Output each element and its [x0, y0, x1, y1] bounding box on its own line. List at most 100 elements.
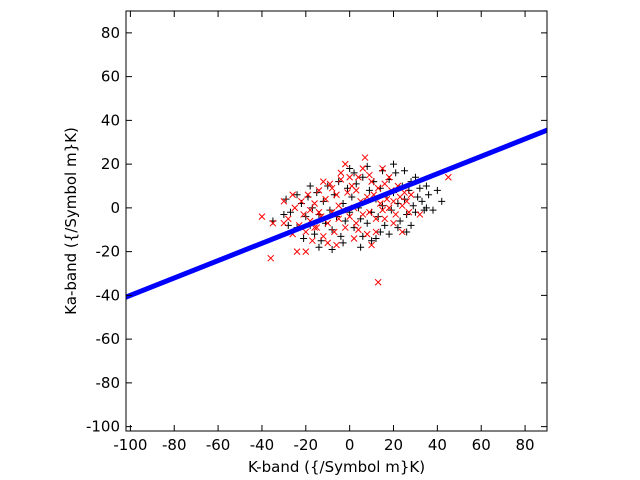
scatter-point-plus — [311, 230, 319, 238]
x-tick-label: 20 — [384, 436, 403, 454]
scatter-point-cross — [390, 197, 397, 205]
fit-line — [126, 127, 547, 300]
scatter-point-cross — [374, 184, 382, 192]
scatter-point-plus — [341, 217, 349, 225]
scatter-point-plus — [372, 235, 380, 242]
scatter-point-plus — [433, 186, 441, 194]
scatter-point-cross — [337, 169, 345, 177]
scatter-point-cross — [293, 248, 301, 255]
scatter-point-cross — [333, 241, 340, 249]
scatter-point-cross — [407, 191, 415, 199]
scatter-point-plus — [306, 182, 314, 190]
scatter-point-cross — [258, 213, 266, 220]
scatter-point-plus — [422, 182, 430, 190]
y-tick-label: 40 — [101, 111, 120, 129]
x-tick-label: -80 — [162, 436, 187, 454]
scatter-point-cross — [326, 180, 334, 188]
scatter-point-plus — [392, 169, 400, 177]
scatter-series-1 — [269, 160, 446, 253]
scatter-point-plus — [286, 208, 294, 216]
scatter-point-cross — [416, 211, 424, 218]
scatter-point-plus — [346, 165, 354, 172]
scatter-point-cross — [346, 213, 354, 220]
plot-data — [126, 127, 547, 300]
scatter-point-cross — [359, 165, 367, 172]
scatter-point-cross — [311, 200, 318, 207]
scatter-point-cross — [335, 215, 343, 223]
x-tick-label: 80 — [516, 436, 535, 454]
scatter-point-plus — [280, 210, 288, 218]
scatter-point-cross — [319, 178, 327, 185]
x-tick-label: -20 — [294, 436, 319, 454]
scatter-point-cross — [368, 241, 375, 249]
scatter-point-cross — [385, 173, 393, 181]
scatter-point-cross — [390, 219, 397, 227]
scatter-point-cross — [405, 208, 413, 216]
scatter-point-cross — [302, 248, 310, 255]
scatter-point-cross — [374, 278, 382, 286]
scatter-point-cross — [300, 211, 307, 218]
scatter-point-cross — [352, 187, 360, 194]
scatter-point-plus — [385, 230, 393, 238]
plot-frame — [125, 10, 548, 432]
scatter-point-cross — [372, 215, 380, 223]
scatter-point-plus — [425, 191, 433, 199]
scatter-point-cross — [392, 211, 400, 218]
scatter-point-plus — [418, 197, 426, 205]
scatter-point-cross — [324, 239, 332, 247]
y-tick-label: -20 — [96, 243, 121, 261]
y-tick-label: -40 — [96, 286, 121, 304]
scatter-point-plus — [438, 197, 446, 205]
scatter-point-cross — [381, 180, 389, 188]
scatter-point-cross — [401, 189, 408, 196]
scatter-point-plus — [416, 184, 424, 192]
scatter-point-plus — [315, 243, 323, 251]
scatter-point-cross — [403, 197, 411, 205]
x-axis-label: K-band ({/Symbol m}K) — [248, 458, 425, 476]
scatter-point-cross — [355, 226, 362, 234]
scatter-point-cross — [344, 189, 351, 196]
scatter-point-plus — [293, 191, 301, 199]
scatter-point-cross — [379, 206, 386, 214]
scatter-point-cross — [313, 224, 321, 231]
scatter-point-plus — [407, 221, 415, 229]
scatter-point-plus — [422, 204, 430, 212]
x-tick-label: 0 — [345, 436, 355, 454]
y-axis-label: Ka-band ({/Symbol m}K) — [62, 127, 80, 315]
scatter-point-cross — [385, 204, 393, 212]
scatter-point-plus — [357, 243, 365, 251]
y-tick-label: -80 — [96, 374, 121, 392]
scatter-point-cross — [309, 237, 316, 245]
y-tick-label: 60 — [101, 68, 120, 86]
scatter-point-plus — [376, 228, 384, 236]
scatter-point-cross — [355, 173, 362, 181]
scatter-point-cross — [361, 154, 369, 161]
scatter-point-plus — [394, 224, 402, 232]
scatter-point-cross — [337, 176, 345, 183]
x-tick-label: -40 — [250, 436, 275, 454]
scatter-point-cross — [381, 215, 389, 223]
scatter-point-cross — [366, 171, 373, 179]
scatter-point-plus — [396, 217, 404, 225]
y-tick-label: 20 — [101, 155, 120, 173]
scatter-point-plus — [328, 245, 336, 253]
scatter-point-cross — [350, 235, 358, 242]
scatter-point-cross — [333, 191, 340, 199]
scatter-point-cross — [280, 197, 288, 205]
scatter-point-cross — [359, 211, 367, 218]
scatter-point-plus — [403, 228, 411, 236]
scatter-point-cross — [377, 200, 384, 207]
x-tick-label: -100 — [113, 436, 147, 454]
scatter-point-plus — [409, 202, 417, 210]
scatter-point-cross — [319, 232, 327, 240]
scatter-point-cross — [269, 219, 277, 227]
scatter-point-cross — [335, 202, 343, 210]
scatter-point-cross — [302, 228, 310, 236]
scatter-series-2 — [258, 154, 452, 286]
x-tick-label: -60 — [206, 436, 231, 454]
scatter-point-cross — [304, 191, 312, 199]
scatter-point-cross — [341, 160, 349, 168]
scatter-point-plus — [429, 206, 437, 214]
scatter-point-cross — [267, 254, 275, 262]
scatter-point-plus — [339, 239, 347, 247]
